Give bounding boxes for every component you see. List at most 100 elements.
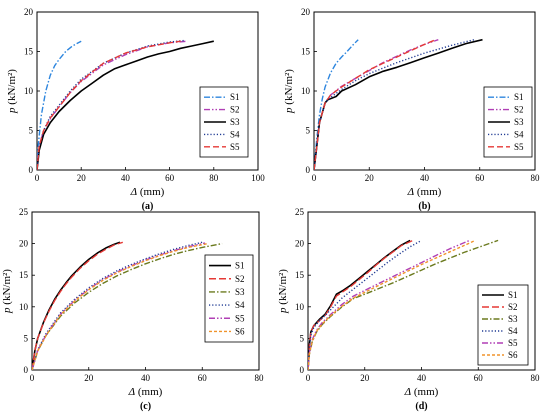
legend-label-s5: S5 (508, 338, 518, 348)
x-tick-label: 40 (417, 373, 427, 383)
series-line-s3 (37, 40, 214, 170)
panel-label: (d) (415, 401, 427, 412)
series-line-s4 (308, 239, 422, 370)
legend-label-s3: S3 (508, 314, 518, 324)
x-tick-label: 0 (35, 173, 40, 183)
y-tick-label: 20 (301, 7, 311, 17)
y-axis-label: p (kN/m²) (6, 69, 18, 114)
legend-label-s4: S4 (235, 300, 245, 310)
x-tick-label: 0 (312, 173, 317, 183)
series-group (308, 239, 499, 370)
series-line-s3 (32, 242, 223, 370)
x-tick-label: 20 (77, 173, 87, 183)
x-tick-label: 60 (475, 173, 485, 183)
y-axis-unit: (kN/m²) (283, 69, 295, 108)
y-axis-label: p (kN/m²) (277, 269, 289, 314)
series-line-s5 (37, 40, 181, 170)
panel-label: (c) (140, 401, 151, 412)
y-tick-label: 5 (300, 333, 305, 343)
x-tick-label: 20 (84, 373, 94, 383)
legend-label-s5: S5 (514, 142, 524, 152)
legend-label-s3: S3 (235, 287, 245, 297)
y-tick-label: 25 (19, 207, 29, 217)
legend: S1 S2 S3 S4 S5 (199, 86, 249, 158)
series-group (32, 241, 223, 370)
series-line-s1 (308, 239, 411, 370)
legend-label-s3: S3 (230, 117, 240, 127)
x-tick-label: 40 (121, 173, 131, 183)
series-line-s1 (32, 241, 121, 370)
panel-label: (a) (142, 201, 154, 212)
series-line-s6 (32, 242, 209, 370)
x-axis-symbol: Δ (130, 186, 137, 198)
y-tick-label: 20 (24, 7, 34, 17)
legend-label-s3: S3 (514, 117, 524, 127)
series-line-s2 (32, 241, 124, 370)
y-axis-symbol: p (6, 107, 18, 114)
x-axis-unit: (mm) (137, 186, 165, 198)
x-tick-label: 40 (141, 373, 151, 383)
series-line-s2 (37, 40, 188, 170)
legend-label-s1: S1 (230, 92, 240, 102)
x-axis-symbol: Δ (407, 186, 414, 198)
y-tick-label: 25 (295, 207, 305, 217)
legend-box (204, 254, 254, 343)
series-group (37, 39, 214, 170)
legend-box (477, 284, 529, 366)
y-axis-unit: (kN/m²) (1, 269, 13, 308)
chart-panel-a: 0 20 40 60 80 100 0 5 10 15 20 Δ (mm) p (kN/m²) (a) S1… (6, 7, 265, 212)
legend-label-s1: S1 (514, 92, 524, 102)
x-tick-label: 20 (365, 173, 375, 183)
series-line-s4 (37, 39, 186, 170)
y-tick-label: 15 (24, 47, 34, 57)
y-tick-label: 15 (19, 270, 29, 280)
y-tick-label: 0 (29, 165, 34, 175)
legend-label-s2: S2 (235, 274, 245, 284)
legend-label-s2: S2 (514, 105, 524, 115)
y-tick-label: 5 (306, 126, 311, 136)
y-tick-label: 15 (301, 47, 311, 57)
x-tick-label: 100 (251, 173, 265, 183)
y-tick-label: 20 (295, 239, 305, 249)
y-axis-label: p (kN/m²) (283, 69, 295, 114)
legend-label-s4: S4 (508, 326, 518, 336)
x-tick-label: 0 (30, 373, 35, 383)
x-tick-label: 80 (531, 173, 541, 183)
series-line-s1 (37, 40, 82, 170)
x-tick-label: 80 (531, 373, 541, 383)
series-line-s5 (314, 39, 436, 170)
legend-label-s1: S1 (235, 261, 245, 271)
x-tick-label: 80 (255, 373, 265, 383)
legend-label-s4: S4 (514, 129, 524, 139)
x-tick-label: 0 (306, 373, 311, 383)
x-axis-label: Δ (mm) (130, 186, 165, 198)
x-tick-label: 60 (474, 373, 484, 383)
legend: S1 S2 S3 S4 S5 S6 (477, 284, 529, 366)
x-tick-label: 60 (198, 373, 208, 383)
legend-label-s6: S6 (508, 350, 518, 360)
legend-label-s2: S2 (230, 105, 240, 115)
x-axis-symbol: Δ (128, 386, 135, 398)
x-tick-label: 80 (209, 173, 219, 183)
y-axis-symbol: p (283, 107, 295, 114)
series-line-s4 (32, 241, 203, 370)
series-line-s5 (32, 242, 206, 370)
series-line-s6 (308, 239, 476, 370)
legend-label-s2: S2 (508, 302, 518, 312)
series-line-s1 (314, 39, 359, 170)
y-tick-label: 10 (301, 86, 311, 96)
x-axis-unit: (mm) (411, 386, 439, 398)
y-axis-unit: (kN/m²) (277, 269, 289, 308)
series-line-s4 (314, 39, 475, 170)
x-tick-label: 20 (360, 373, 370, 383)
legend: S1 S2 S3 S4 S5 S6 (204, 254, 254, 343)
legend-label-s5: S5 (230, 142, 240, 152)
y-axis-label: p (kN/m²) (1, 269, 13, 314)
y-axis-symbol: p (277, 307, 289, 314)
y-tick-label: 10 (24, 86, 34, 96)
x-axis-unit: (mm) (135, 386, 163, 398)
